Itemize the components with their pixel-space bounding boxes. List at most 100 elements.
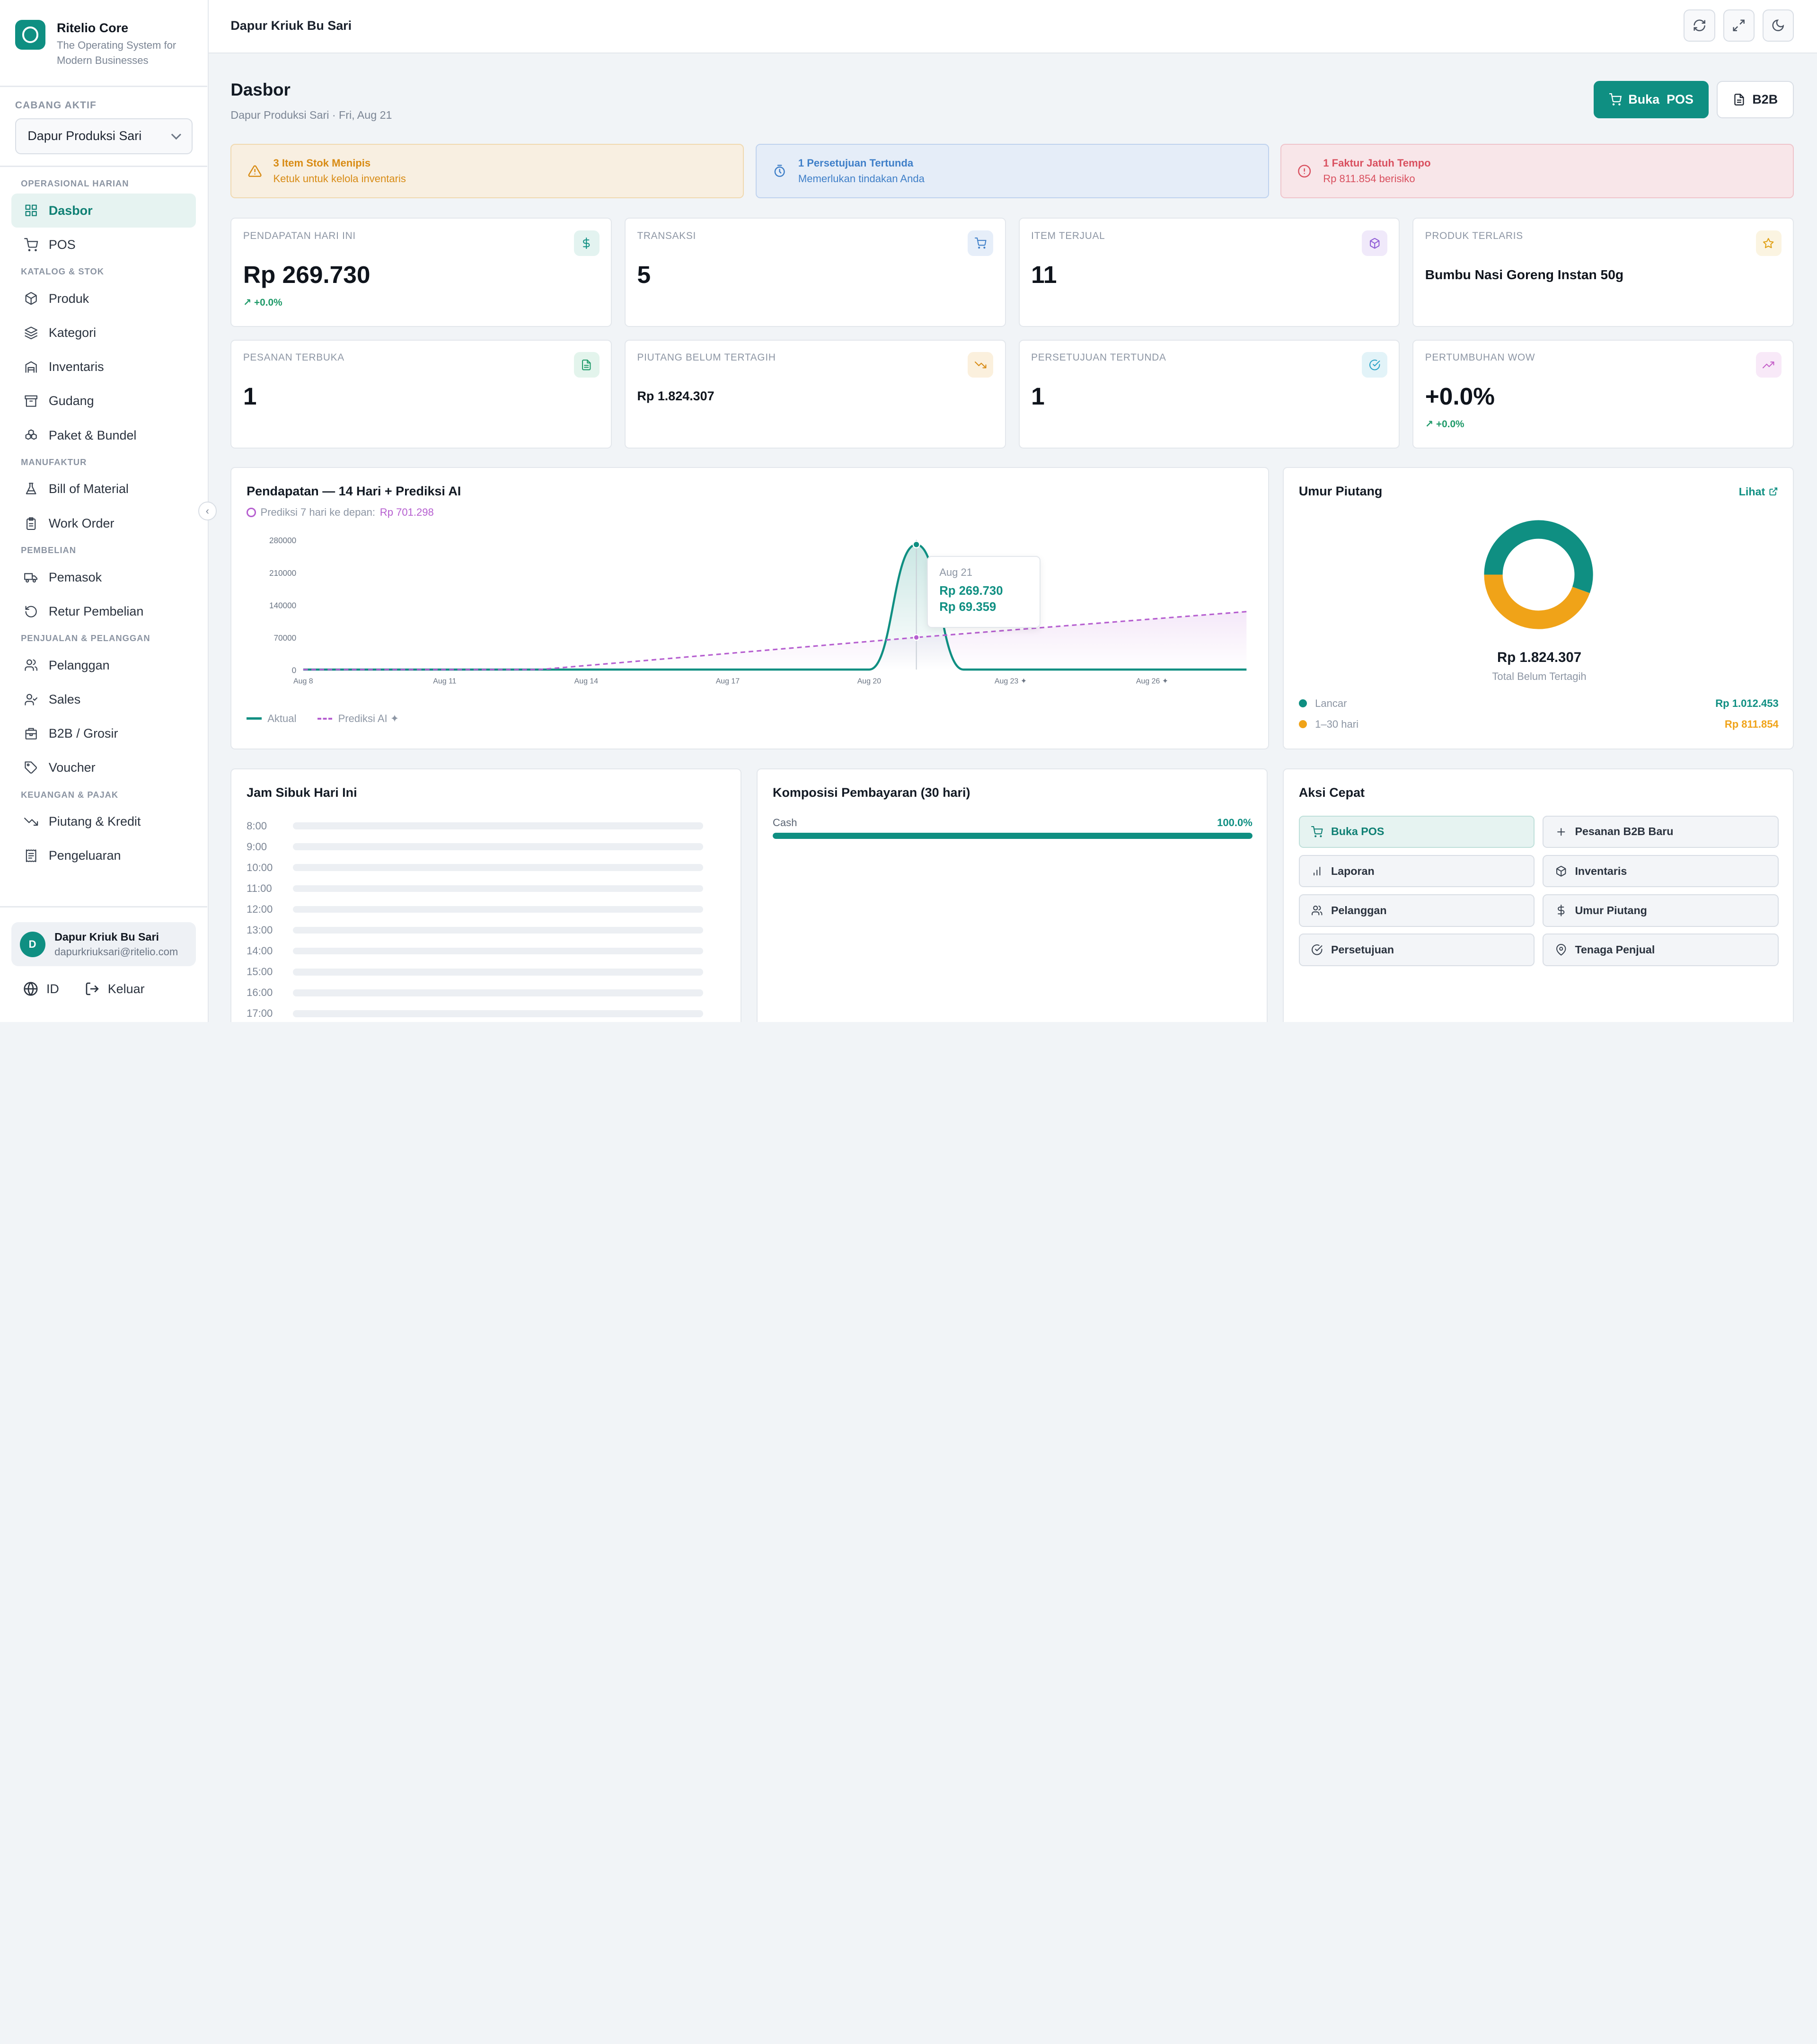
moon-icon: [1772, 19, 1784, 32]
sidebar-item-pos[interactable]: POS: [11, 228, 195, 262]
legend-forecast[interactable]: Prediksi AI ✦: [317, 713, 399, 725]
legend-actual[interactable]: Aktual: [247, 713, 296, 725]
y-tick-label: 70000: [274, 633, 297, 643]
sidebar-item-b2b-grosir[interactable]: B2B / Grosir: [11, 717, 195, 751]
donut-slice-lancar[interactable]: [1484, 520, 1593, 593]
sidebar-item-produk[interactable]: Produk: [11, 282, 195, 316]
nav-section-title: MANUFAKTUR: [21, 457, 87, 467]
quick-action-label: Tenaga Penjual: [1575, 943, 1655, 956]
fullscreen-button[interactable]: [1723, 9, 1755, 42]
refresh-button[interactable]: [1684, 9, 1715, 42]
sidebar-item-gudang[interactable]: Gudang: [11, 384, 195, 418]
trend-up-icon: [1763, 361, 1774, 369]
arrow-up-right-icon: ↗: [243, 297, 255, 308]
quick-action-pelanggan[interactable]: Pelanggan: [1298, 894, 1535, 927]
sidebar-item-paket-bundel[interactable]: Paket & Bundel: [11, 418, 195, 452]
peak-hours-title: Jam Sibuk Hari Ini: [247, 785, 357, 800]
sidebar-item-piutang-kredit[interactable]: Piutang & Kredit: [11, 805, 195, 839]
sidebar-item-retur-pembelian[interactable]: Retur Pembelian: [11, 594, 195, 628]
aging-donut-chart[interactable]: [1483, 519, 1594, 630]
sidebar-item-label: Retur Pembelian: [48, 604, 144, 618]
y-tick-label: 140000: [269, 600, 296, 610]
forecast-point: [913, 634, 920, 641]
brand-tagline: The Operating System for Modern Business…: [56, 39, 176, 66]
kpi-delta-value: +0.0%: [1436, 419, 1464, 430]
sidebar-item-dasbor[interactable]: Dasbor: [11, 193, 196, 228]
sidebar-item-bill-of-material[interactable]: Bill of Material: [11, 472, 195, 506]
peak-hour-label: 9:00: [247, 840, 267, 853]
kpi-icon-badge: [1755, 230, 1782, 256]
payment-method-label: Cash: [773, 817, 797, 829]
donut-slice-1-30-hari[interactable]: [1484, 574, 1590, 629]
user-card[interactable]: D Dapur Kriuk Bu Sari dapurkriuksari@rit…: [11, 922, 196, 967]
actual-line: [303, 543, 1247, 671]
kpi-value: 11: [1031, 261, 1057, 289]
quick-action-tenaga-penjual[interactable]: Tenaga Penjual: [1543, 934, 1779, 966]
check-circle-icon: [1312, 944, 1323, 955]
peak-hour-row: 13:00: [247, 920, 710, 941]
sidebar-item-work-order[interactable]: Work Order: [11, 506, 195, 540]
alert-warn[interactable]: 3 Item Stok Menipis Ketuk untuk kelola in…: [230, 143, 744, 198]
open-pos-button[interactable]: Buka POS: [1593, 81, 1709, 118]
divider: [0, 166, 208, 167]
boxes-icon: [25, 429, 37, 440]
sidebar-nav: OPERASIONAL HARIAN Dasbor POS KATALOG & STO…: [11, 174, 196, 873]
aging-bucket-label: Lancar: [1315, 697, 1347, 709]
collapse-sidebar-button[interactable]: ‹: [198, 502, 217, 520]
quick-action-label: Buka POS: [1331, 825, 1385, 838]
alert-info[interactable]: 1 Persetujuan Tertunda Memerlukan tindaka…: [755, 143, 1269, 198]
chart-tooltip: Aug 21 Rp 269.730 Rp 69.359: [926, 556, 1041, 628]
sidebar-item-label: Piutang & Kredit: [48, 814, 141, 829]
peak-hour-row: 12:00: [247, 899, 710, 920]
x-tick-label: Aug 20: [857, 677, 882, 685]
language-button[interactable]: ID: [23, 981, 59, 996]
sidebar-item-label: POS: [48, 237, 76, 252]
page-subtitle: Dapur Produksi Sari · Fri, Aug 21: [230, 109, 392, 122]
alert-danger[interactable]: 1 Faktur Jatuh Tempo Rp 811.854 berisiko: [1280, 143, 1794, 198]
sidebar-item-pelanggan[interactable]: Pelanggan: [11, 648, 195, 682]
logout-icon: [86, 982, 99, 996]
sidebar-item-label: Gudang: [48, 394, 94, 408]
sidebar-item-label: Sales: [48, 692, 81, 706]
revenue-chart[interactable]: 0 70000 140000 210000 280000 Aug 8 Aug 11 Aug 1…: [231, 468, 1270, 751]
peak-hour-bar: [293, 843, 704, 851]
kpi-card-item-terjual: ITEM TERJUAL 11: [1018, 218, 1400, 327]
sidebar-item-pemasok[interactable]: Pemasok: [11, 560, 195, 594]
quick-action-laporan[interactable]: Laporan: [1298, 855, 1535, 888]
sidebar-item-kategori[interactable]: Kategori: [11, 316, 195, 350]
legend-swatch: [247, 717, 262, 720]
kpi-icon-badge: [968, 352, 994, 378]
bar-chart-icon: [1314, 866, 1321, 876]
theme-toggle-button[interactable]: [1762, 9, 1794, 42]
view-aging-link[interactable]: Lihat: [1739, 485, 1778, 498]
logout-button[interactable]: Keluar: [85, 981, 145, 996]
sidebar-item-sales[interactable]: Sales: [11, 682, 195, 716]
quick-action-persetujuan[interactable]: Persetujuan: [1298, 934, 1535, 966]
quick-action-label: Pelanggan: [1331, 904, 1387, 916]
check-circle-icon: [1369, 359, 1380, 370]
sidebar-item-inventaris[interactable]: Inventaris: [11, 350, 195, 384]
quick-action-umur-piutang[interactable]: Umur Piutang: [1543, 894, 1779, 927]
kpi-value: Rp 1.824.307: [637, 388, 714, 403]
sidebar-item-pengeluaran[interactable]: Pengeluaran: [11, 839, 195, 873]
branch-select[interactable]: Dapur Produksi Sari: [15, 118, 193, 154]
warehouse-icon: [25, 361, 37, 373]
quick-action-buka-pos[interactable]: Buka POS: [1298, 815, 1535, 848]
branch-label: CABANG AKTIF: [15, 99, 97, 111]
quick-action-label: Umur Piutang: [1575, 904, 1647, 916]
aging-total: Rp 1.824.307: [1497, 650, 1582, 666]
sidebar-item-voucher[interactable]: Voucher: [11, 751, 195, 785]
brand[interactable]: Ritelio Core The Operating System for Mo…: [15, 19, 190, 68]
quick-action-pesanan-b2b-baru[interactable]: Pesanan B2B Baru: [1543, 815, 1779, 848]
sidebar-item-label: Pemasok: [48, 570, 102, 584]
box-icon: [25, 292, 37, 305]
dollar-icon: [1557, 905, 1565, 916]
peak-hour-label: 14:00: [247, 945, 273, 957]
tooltip-date: Aug 21: [939, 566, 973, 578]
b2b-button[interactable]: B2B: [1716, 81, 1794, 118]
quick-action-inventaris[interactable]: Inventaris: [1543, 855, 1779, 888]
peak-hour-row: 9:00: [247, 837, 710, 857]
tooltip-actual: Rp 269.730: [939, 584, 1003, 598]
divider: [0, 906, 208, 907]
sidebar-item-label: Inventaris: [48, 360, 104, 374]
